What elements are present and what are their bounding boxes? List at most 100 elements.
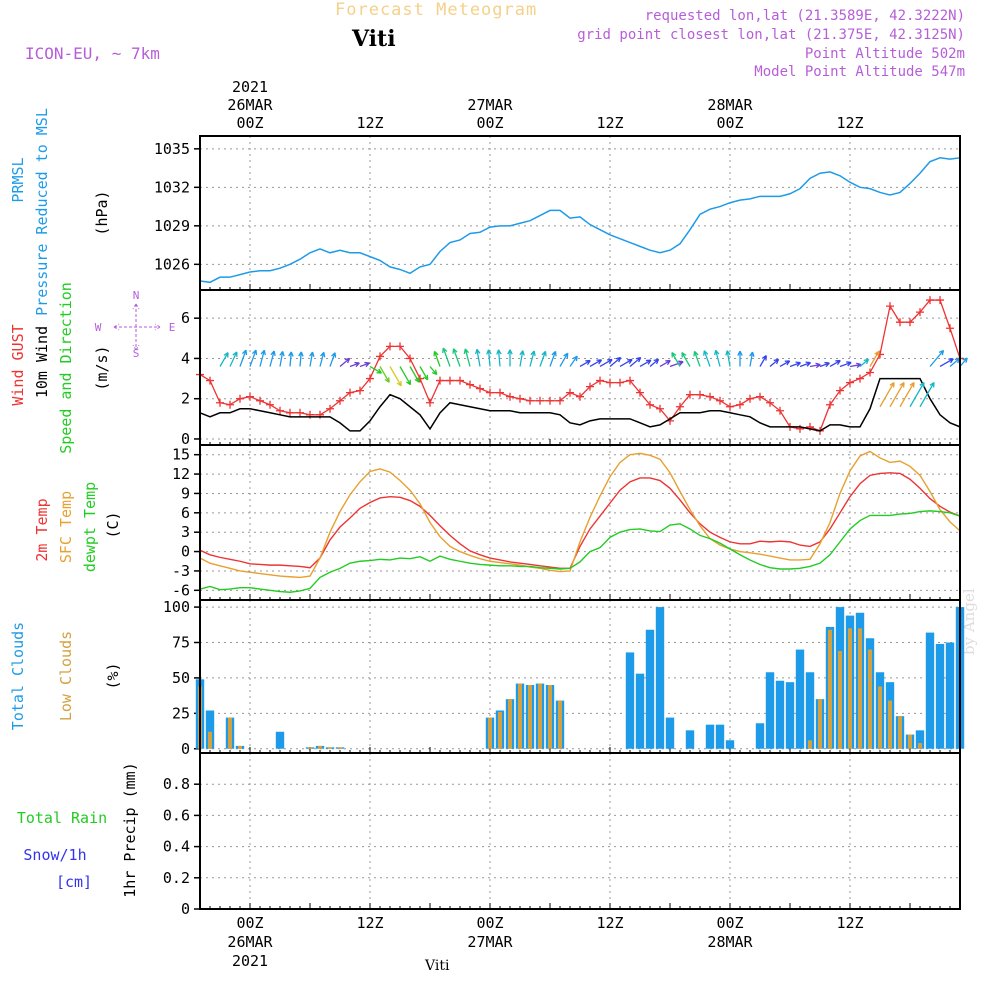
wind-arrow	[539, 350, 547, 367]
wind-arrow	[429, 366, 438, 376]
wind-arrow	[759, 355, 767, 367]
wind-arrow	[379, 366, 390, 383]
top-date-label: 26MAR	[227, 96, 273, 114]
snow-unit: [cm]	[56, 873, 92, 891]
top-hour-label: 00Z	[236, 114, 263, 132]
pressure-label-prmsl: PRMSL	[9, 157, 27, 202]
gust-marker	[326, 404, 334, 413]
low-cloud-bar	[898, 716, 902, 749]
total-cloud-bar	[715, 724, 725, 749]
wind-arrow	[859, 358, 870, 367]
gust-marker	[546, 396, 554, 405]
gust-marker	[556, 396, 564, 405]
wind-arrow	[749, 351, 755, 367]
gust-marker	[306, 410, 314, 419]
wind-arrow	[589, 359, 603, 368]
wind-arrow	[549, 350, 557, 367]
total-cloud-bar	[655, 607, 665, 749]
low-cloud-bar	[858, 628, 862, 749]
point-altitude: Point Altitude 502m	[804, 46, 965, 62]
low-cloud-bar	[868, 649, 872, 749]
wind-arrow	[899, 381, 915, 408]
gust-marker	[916, 308, 924, 317]
compass-rose-icon	[113, 303, 161, 351]
gust-marker	[466, 380, 474, 389]
bottom-hour-label: 12Z	[596, 914, 623, 932]
wind-arrow	[659, 359, 671, 368]
total-cloud-bar	[275, 731, 285, 749]
panel-frame	[199, 444, 961, 601]
low-cloud-bar	[508, 699, 512, 749]
wind-arrow	[486, 349, 492, 367]
gust-marker	[936, 296, 944, 305]
station-name: Viti	[352, 26, 396, 52]
gust-marker	[486, 388, 494, 397]
top-hour-label: 00Z	[716, 114, 743, 132]
total-cloud-bar	[775, 680, 785, 749]
y-tick-label: 0	[181, 430, 190, 448]
wind-arrow	[725, 350, 731, 367]
y-tick-label: 0.4	[163, 838, 190, 856]
temp-sfc-label: SFC Temp	[57, 491, 75, 563]
wind-arrow	[339, 357, 351, 367]
low-cloud-bar	[228, 717, 232, 749]
low-cloud-bar	[538, 683, 542, 749]
low-cloud-bar	[878, 686, 882, 749]
low-cloud-bar	[328, 747, 332, 749]
gust-marker	[856, 374, 864, 383]
gust-marker	[346, 388, 354, 397]
y-tick-label: 1026	[154, 255, 190, 273]
y-tick-label: 75	[172, 634, 190, 652]
y-tick-label: 6	[181, 309, 190, 327]
gust-marker	[206, 376, 214, 385]
gust-marker	[926, 296, 934, 305]
wind-arrow	[319, 351, 326, 367]
y-tick-label: 0	[181, 900, 190, 918]
gust-marker	[746, 394, 754, 403]
wind-arrow	[309, 351, 315, 367]
wind-arrow	[288, 351, 294, 367]
y-tick-label: 6	[181, 504, 190, 522]
gust-marker	[756, 392, 764, 401]
wind-arrow	[799, 361, 811, 368]
panel-frame	[199, 752, 961, 910]
wind-arrow	[681, 352, 691, 367]
gust-marker	[436, 376, 444, 385]
wind-arrow	[399, 366, 412, 386]
top-date-label: 28MAR	[707, 96, 753, 114]
wind-arrow	[496, 349, 502, 367]
bottom-hour-label: 00Z	[476, 914, 503, 932]
model-label: ICON-EU, ~ 7km	[25, 44, 160, 63]
wind-arrow	[329, 352, 337, 367]
gust-marker	[646, 400, 654, 409]
wind-arrow	[559, 352, 569, 367]
wind-arrow	[279, 350, 285, 367]
compass-s: S	[133, 347, 140, 360]
low-cloud-bar	[338, 747, 342, 749]
gust-marker	[886, 302, 894, 311]
gust-marker	[236, 394, 244, 403]
gust-marker	[636, 388, 644, 397]
low-clouds-label: Low Clouds	[57, 631, 75, 721]
gust-marker	[846, 378, 854, 387]
wind-arrow	[269, 350, 276, 367]
gust-marker	[656, 404, 664, 413]
y-tick-label: 50	[172, 669, 190, 687]
pressure-unit: (hPa)	[93, 190, 111, 235]
total-cloud-bar	[945, 642, 955, 749]
low-cloud-bar	[828, 629, 832, 749]
y-tick-label: 100	[163, 598, 190, 616]
wind-arrow	[609, 356, 622, 367]
total-cloud-bar	[785, 682, 795, 749]
y-tick-label: 25	[172, 704, 190, 722]
wind-arrow	[737, 350, 743, 367]
gust-marker	[796, 424, 804, 433]
wind-10m-label: 10m Wind	[33, 326, 51, 398]
wind-arrow	[889, 381, 905, 408]
y-tick-label: -6	[172, 581, 190, 599]
wind-arrow	[789, 361, 801, 368]
wind-arrow	[433, 350, 441, 367]
gust-marker	[616, 378, 624, 387]
wind-gust-label: Wind GUST	[9, 324, 27, 405]
gust-marker	[456, 376, 464, 385]
